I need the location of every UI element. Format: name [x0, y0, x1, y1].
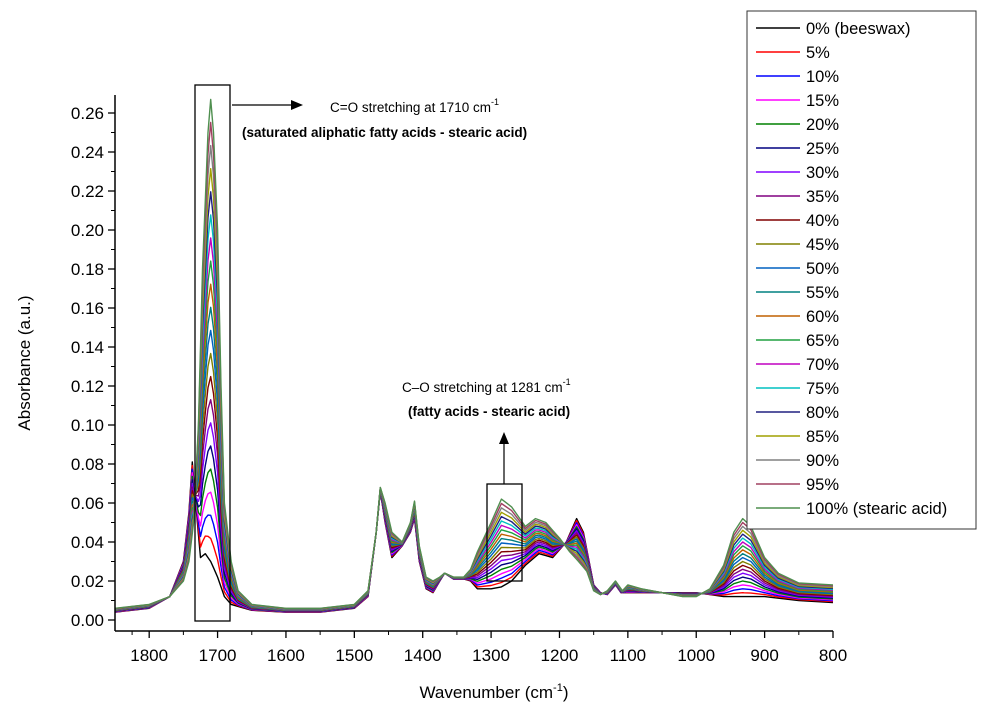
y-tick-label-12: 0.24 [71, 143, 104, 162]
y-tick-label-0: 0.00 [71, 611, 104, 630]
x-tick-label-6: 1200 [541, 646, 579, 665]
legend-label-8: 40% [806, 212, 839, 230]
x-axis-title-suffix: ) [563, 683, 569, 702]
x-axis-title-main: Wavenumber (cm [420, 683, 554, 702]
legend-label-0: 0% (beeswax) [806, 20, 911, 38]
c-o-arrow-head [499, 432, 509, 444]
legend-frame [746, 10, 977, 530]
legend-label-7: 35% [806, 188, 839, 206]
x-tick-label-9: 900 [750, 646, 778, 665]
series-line-20 [114, 98, 834, 609]
legend-label-18: 90% [806, 452, 839, 470]
x-axis-title: Wavenumber (cm-1) [420, 682, 569, 702]
c-o-label-bold: (fatty acids - stearic acid) [408, 404, 570, 419]
legend-label-9: 45% [806, 236, 839, 254]
axes-layer: 0.00 0.02 0.04 0.06 0.08 0.10 0.12 0.14 0.16 0.18… [15, 95, 847, 702]
legend-label-20: 100% (stearic acid) [806, 500, 947, 518]
x-tick-label-3: 1500 [335, 646, 373, 665]
legend: 0% (beeswax) 5% 10% 15% 20% 25% 30% 35% 40% 45% 50… [746, 10, 977, 530]
y-tick-label-10: 0.20 [71, 221, 104, 240]
y-tick-label-7: 0.14 [71, 338, 104, 357]
y-tick-label-1: 0.02 [71, 572, 104, 591]
x-tick-label-7: 1100 [610, 646, 647, 665]
c-double-o-label: C=O stretching at 1710 cm-1 [330, 97, 499, 115]
x-tick-label-8: 1000 [677, 646, 715, 665]
legend-label-14: 70% [806, 356, 839, 374]
x-tick-label-1: 1700 [199, 646, 237, 665]
x-tick-label-2: 1600 [267, 646, 305, 665]
legend-label-12: 60% [806, 308, 839, 326]
legend-label-17: 85% [806, 428, 839, 446]
c-double-o-highlight-box [194, 84, 231, 622]
y-tick-label-9: 0.18 [71, 260, 104, 279]
legend-label-3: 15% [806, 92, 839, 110]
x-tick-label-0: 1800 [130, 646, 168, 665]
c-double-o-label-sup: -1 [491, 97, 499, 107]
legend-label-10: 50% [806, 260, 839, 278]
y-tick-label-13: 0.26 [71, 104, 104, 123]
legend-label-15: 75% [806, 380, 839, 398]
legend-label-5: 25% [806, 140, 839, 158]
y-axis-title: Absorbance (a.u.) [15, 295, 34, 430]
annotation-layer: C=O stretching at 1710 cm-1 (saturated a… [194, 84, 571, 622]
legend-label-16: 80% [806, 404, 839, 422]
legend-label-4: 20% [806, 116, 839, 134]
c-double-o-arrow-head [291, 100, 303, 110]
x-tick-label-10: 800 [819, 646, 847, 665]
y-tick-label-4: 0.08 [71, 455, 104, 474]
legend-label-11: 55% [806, 284, 839, 302]
legend-label-1: 5% [806, 44, 830, 62]
x-tick-label-5: 1300 [472, 646, 510, 665]
y-tick-label-8: 0.16 [71, 299, 104, 318]
x-tick-label-4: 1400 [404, 646, 442, 665]
legend-label-2: 10% [806, 68, 839, 86]
y-tick-label-11: 0.22 [71, 182, 104, 201]
y-tick-label-3: 0.06 [71, 494, 104, 513]
legend-label-19: 95% [806, 476, 839, 494]
y-tick-label-6: 0.12 [71, 377, 104, 396]
y-tick-label-5: 0.10 [71, 416, 104, 435]
c-double-o-label-bold: (saturated aliphatic fatty acids - stear… [242, 125, 527, 140]
x-axis-title-sup: -1 [553, 682, 563, 694]
legend-label-13: 65% [806, 332, 839, 350]
legend-label-6: 30% [806, 164, 839, 182]
c-o-label-sup: -1 [563, 377, 571, 387]
c-o-label: C–O stretching at 1281 cm-1 [402, 377, 571, 395]
series-layer [114, 98, 834, 613]
y-tick-label-2: 0.04 [71, 533, 104, 552]
